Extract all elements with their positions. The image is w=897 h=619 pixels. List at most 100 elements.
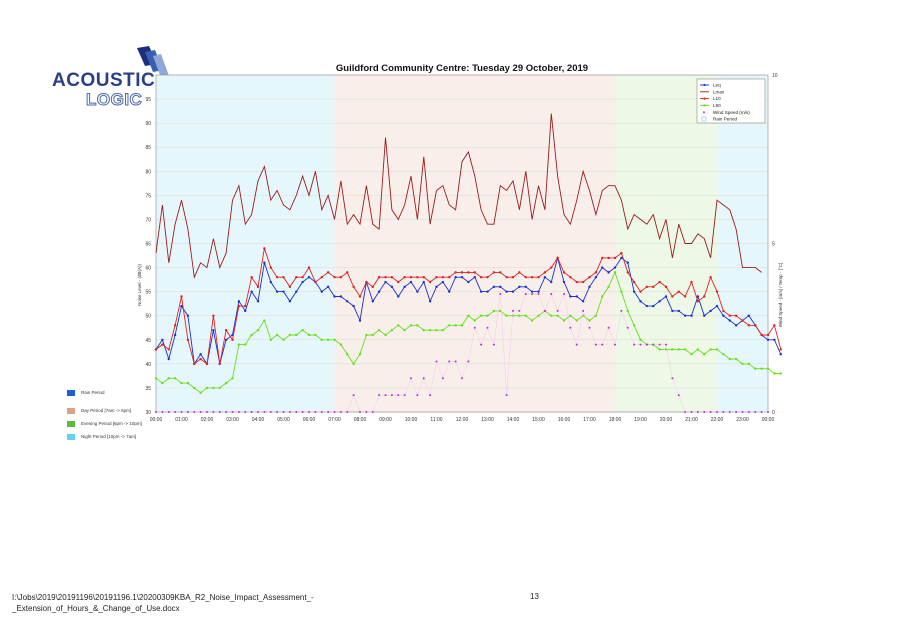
data-point bbox=[275, 290, 279, 293]
data-point bbox=[301, 280, 304, 284]
data-point bbox=[620, 290, 623, 293]
data-point bbox=[703, 353, 706, 356]
wind-point bbox=[212, 411, 215, 413]
x-tick-label: 01:00 bbox=[175, 417, 188, 423]
data-point bbox=[377, 328, 381, 332]
data-point bbox=[397, 324, 400, 327]
data-point bbox=[237, 300, 241, 303]
wind-point bbox=[435, 360, 438, 363]
wind-point bbox=[747, 411, 750, 413]
data-point bbox=[173, 333, 177, 337]
wind-point bbox=[237, 411, 240, 413]
data-point bbox=[715, 304, 719, 308]
wind-point bbox=[263, 411, 266, 413]
data-point bbox=[186, 338, 190, 341]
data-point bbox=[505, 276, 508, 279]
data-point bbox=[250, 290, 253, 293]
data-point bbox=[224, 328, 228, 332]
data-point bbox=[779, 348, 782, 351]
data-point bbox=[224, 338, 228, 341]
x-tick-label: 14:00 bbox=[507, 417, 520, 423]
data-point bbox=[199, 357, 202, 361]
data-point bbox=[683, 348, 687, 351]
x-tick-label: 15:00 bbox=[532, 417, 545, 423]
data-point bbox=[486, 314, 489, 317]
wind-point bbox=[671, 377, 674, 380]
legend-entry: L10 bbox=[713, 96, 721, 101]
logo-line2: LOGIC bbox=[85, 90, 143, 110]
chart-title: Guildford Community Centre: Tuesday 29 O… bbox=[336, 63, 588, 74]
data-point bbox=[212, 328, 215, 332]
legend-label: Rain Period bbox=[81, 390, 105, 396]
legend-label: Evening Period [6pm -> 10pm] bbox=[81, 421, 142, 427]
x-tick-label: 08:00 bbox=[354, 417, 367, 423]
data-point bbox=[218, 386, 221, 390]
data-point bbox=[766, 338, 770, 341]
wind-point bbox=[594, 343, 597, 346]
data-point bbox=[186, 314, 190, 317]
data-point bbox=[371, 300, 374, 303]
data-point bbox=[377, 290, 381, 293]
data-point bbox=[320, 276, 323, 279]
wind-point bbox=[352, 394, 355, 397]
y-axis-label: Noise Level - (dB(A)) bbox=[137, 263, 142, 306]
data-point bbox=[282, 290, 285, 293]
data-point bbox=[358, 353, 362, 356]
data-point bbox=[435, 276, 438, 279]
wind-point bbox=[563, 293, 565, 296]
legend-entry: Rain Period bbox=[713, 117, 737, 122]
wind-point bbox=[441, 377, 444, 380]
data-point bbox=[683, 295, 687, 298]
wind-point bbox=[499, 293, 502, 296]
data-point bbox=[416, 276, 419, 279]
x-tick-label: 20:00 bbox=[660, 417, 673, 423]
data-point bbox=[550, 266, 553, 269]
data-point bbox=[543, 276, 547, 279]
wind-point bbox=[461, 377, 463, 380]
wind-point bbox=[665, 343, 667, 346]
x-tick-label: 03:00 bbox=[226, 417, 239, 423]
wind-point bbox=[180, 411, 183, 413]
wind-point bbox=[269, 411, 272, 413]
x-tick-label: 07:00 bbox=[328, 417, 341, 423]
data-point bbox=[652, 304, 655, 308]
legend-swatch bbox=[67, 390, 75, 396]
y-tick-label: 35 bbox=[145, 386, 151, 392]
data-point bbox=[244, 304, 247, 308]
wind-point bbox=[741, 411, 744, 413]
data-point bbox=[722, 353, 725, 356]
data-point bbox=[607, 271, 610, 274]
data-point bbox=[524, 285, 527, 289]
data-point bbox=[205, 386, 209, 390]
wind-point bbox=[371, 411, 374, 413]
data-point bbox=[518, 314, 521, 317]
wind-point bbox=[155, 411, 157, 413]
x-tick-label: 05:00 bbox=[277, 417, 290, 423]
data-point bbox=[288, 333, 292, 337]
data-point bbox=[314, 280, 317, 284]
data-point bbox=[403, 328, 406, 332]
wind-point bbox=[174, 411, 177, 413]
x-tick-label: 21:00 bbox=[685, 417, 698, 423]
data-point bbox=[167, 377, 170, 380]
data-point bbox=[339, 295, 343, 298]
data-point bbox=[250, 333, 253, 337]
data-point bbox=[486, 290, 489, 293]
data-point bbox=[562, 319, 566, 322]
data-point bbox=[422, 276, 425, 279]
data-point bbox=[671, 295, 674, 298]
wind-point bbox=[308, 411, 310, 413]
y-tick-label: 80 bbox=[145, 169, 151, 175]
data-point bbox=[499, 285, 502, 289]
wind-point bbox=[735, 411, 738, 413]
data-point bbox=[333, 338, 336, 341]
wind-point bbox=[614, 343, 616, 346]
wind-point bbox=[728, 411, 731, 413]
data-point bbox=[397, 295, 400, 298]
data-point bbox=[263, 261, 266, 264]
chart-series bbox=[154, 113, 782, 413]
data-point bbox=[358, 319, 362, 322]
data-point bbox=[639, 338, 642, 341]
data-point bbox=[677, 309, 680, 313]
